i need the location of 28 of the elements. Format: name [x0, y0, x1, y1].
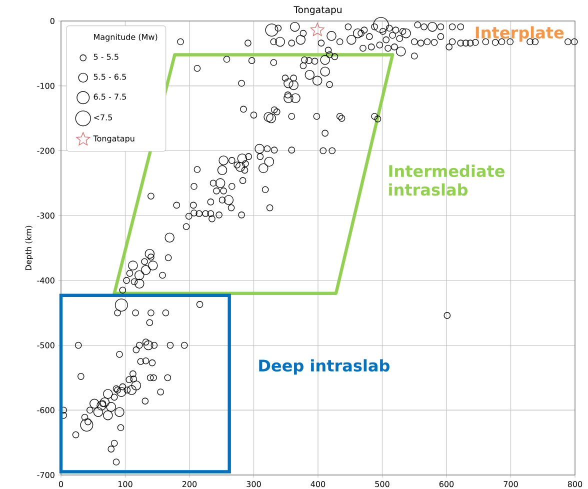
y-tick-label: -100	[37, 82, 54, 89]
annotation: Deep intraslab	[259, 359, 390, 375]
y-tick-label: 0	[50, 18, 54, 24]
x-tick-label: 400	[310, 481, 326, 488]
annotation: Interplate	[476, 26, 564, 42]
x-tick-label: 800	[568, 481, 582, 488]
y-tick-label: -400	[37, 277, 54, 284]
y-tick-label: -700	[37, 472, 54, 478]
x-tick-label: 300	[246, 481, 261, 488]
x-tick-label: 200	[182, 481, 197, 488]
y-tick-label: -200	[37, 148, 54, 154]
legend-label: Tongatapu	[93, 136, 134, 144]
x-tick-label: 0	[58, 481, 64, 488]
legend-title: Magnitude (Mw)	[94, 34, 158, 42]
x-tick-label: 600	[439, 481, 454, 488]
legend-label: <7.5	[94, 114, 112, 120]
legend-label: 6.5 - 7.5	[94, 94, 126, 100]
x-tick-label: 100	[118, 481, 132, 488]
x-tick-label: 500	[375, 481, 390, 488]
y-axis-title: Depth (km)	[25, 226, 33, 270]
chart-title: Tongatapu	[294, 6, 342, 15]
y-tick-label: -600	[37, 407, 54, 414]
annotation: Intermediate intraslab	[389, 164, 504, 196]
legend-label: 5 - 5.5	[94, 54, 118, 60]
legend-label: 5.5 - 6.5	[94, 74, 126, 80]
x-tick-label: 700	[504, 481, 518, 488]
y-tick-label: -500	[37, 342, 54, 348]
y-tick-label: -300	[37, 212, 54, 219]
